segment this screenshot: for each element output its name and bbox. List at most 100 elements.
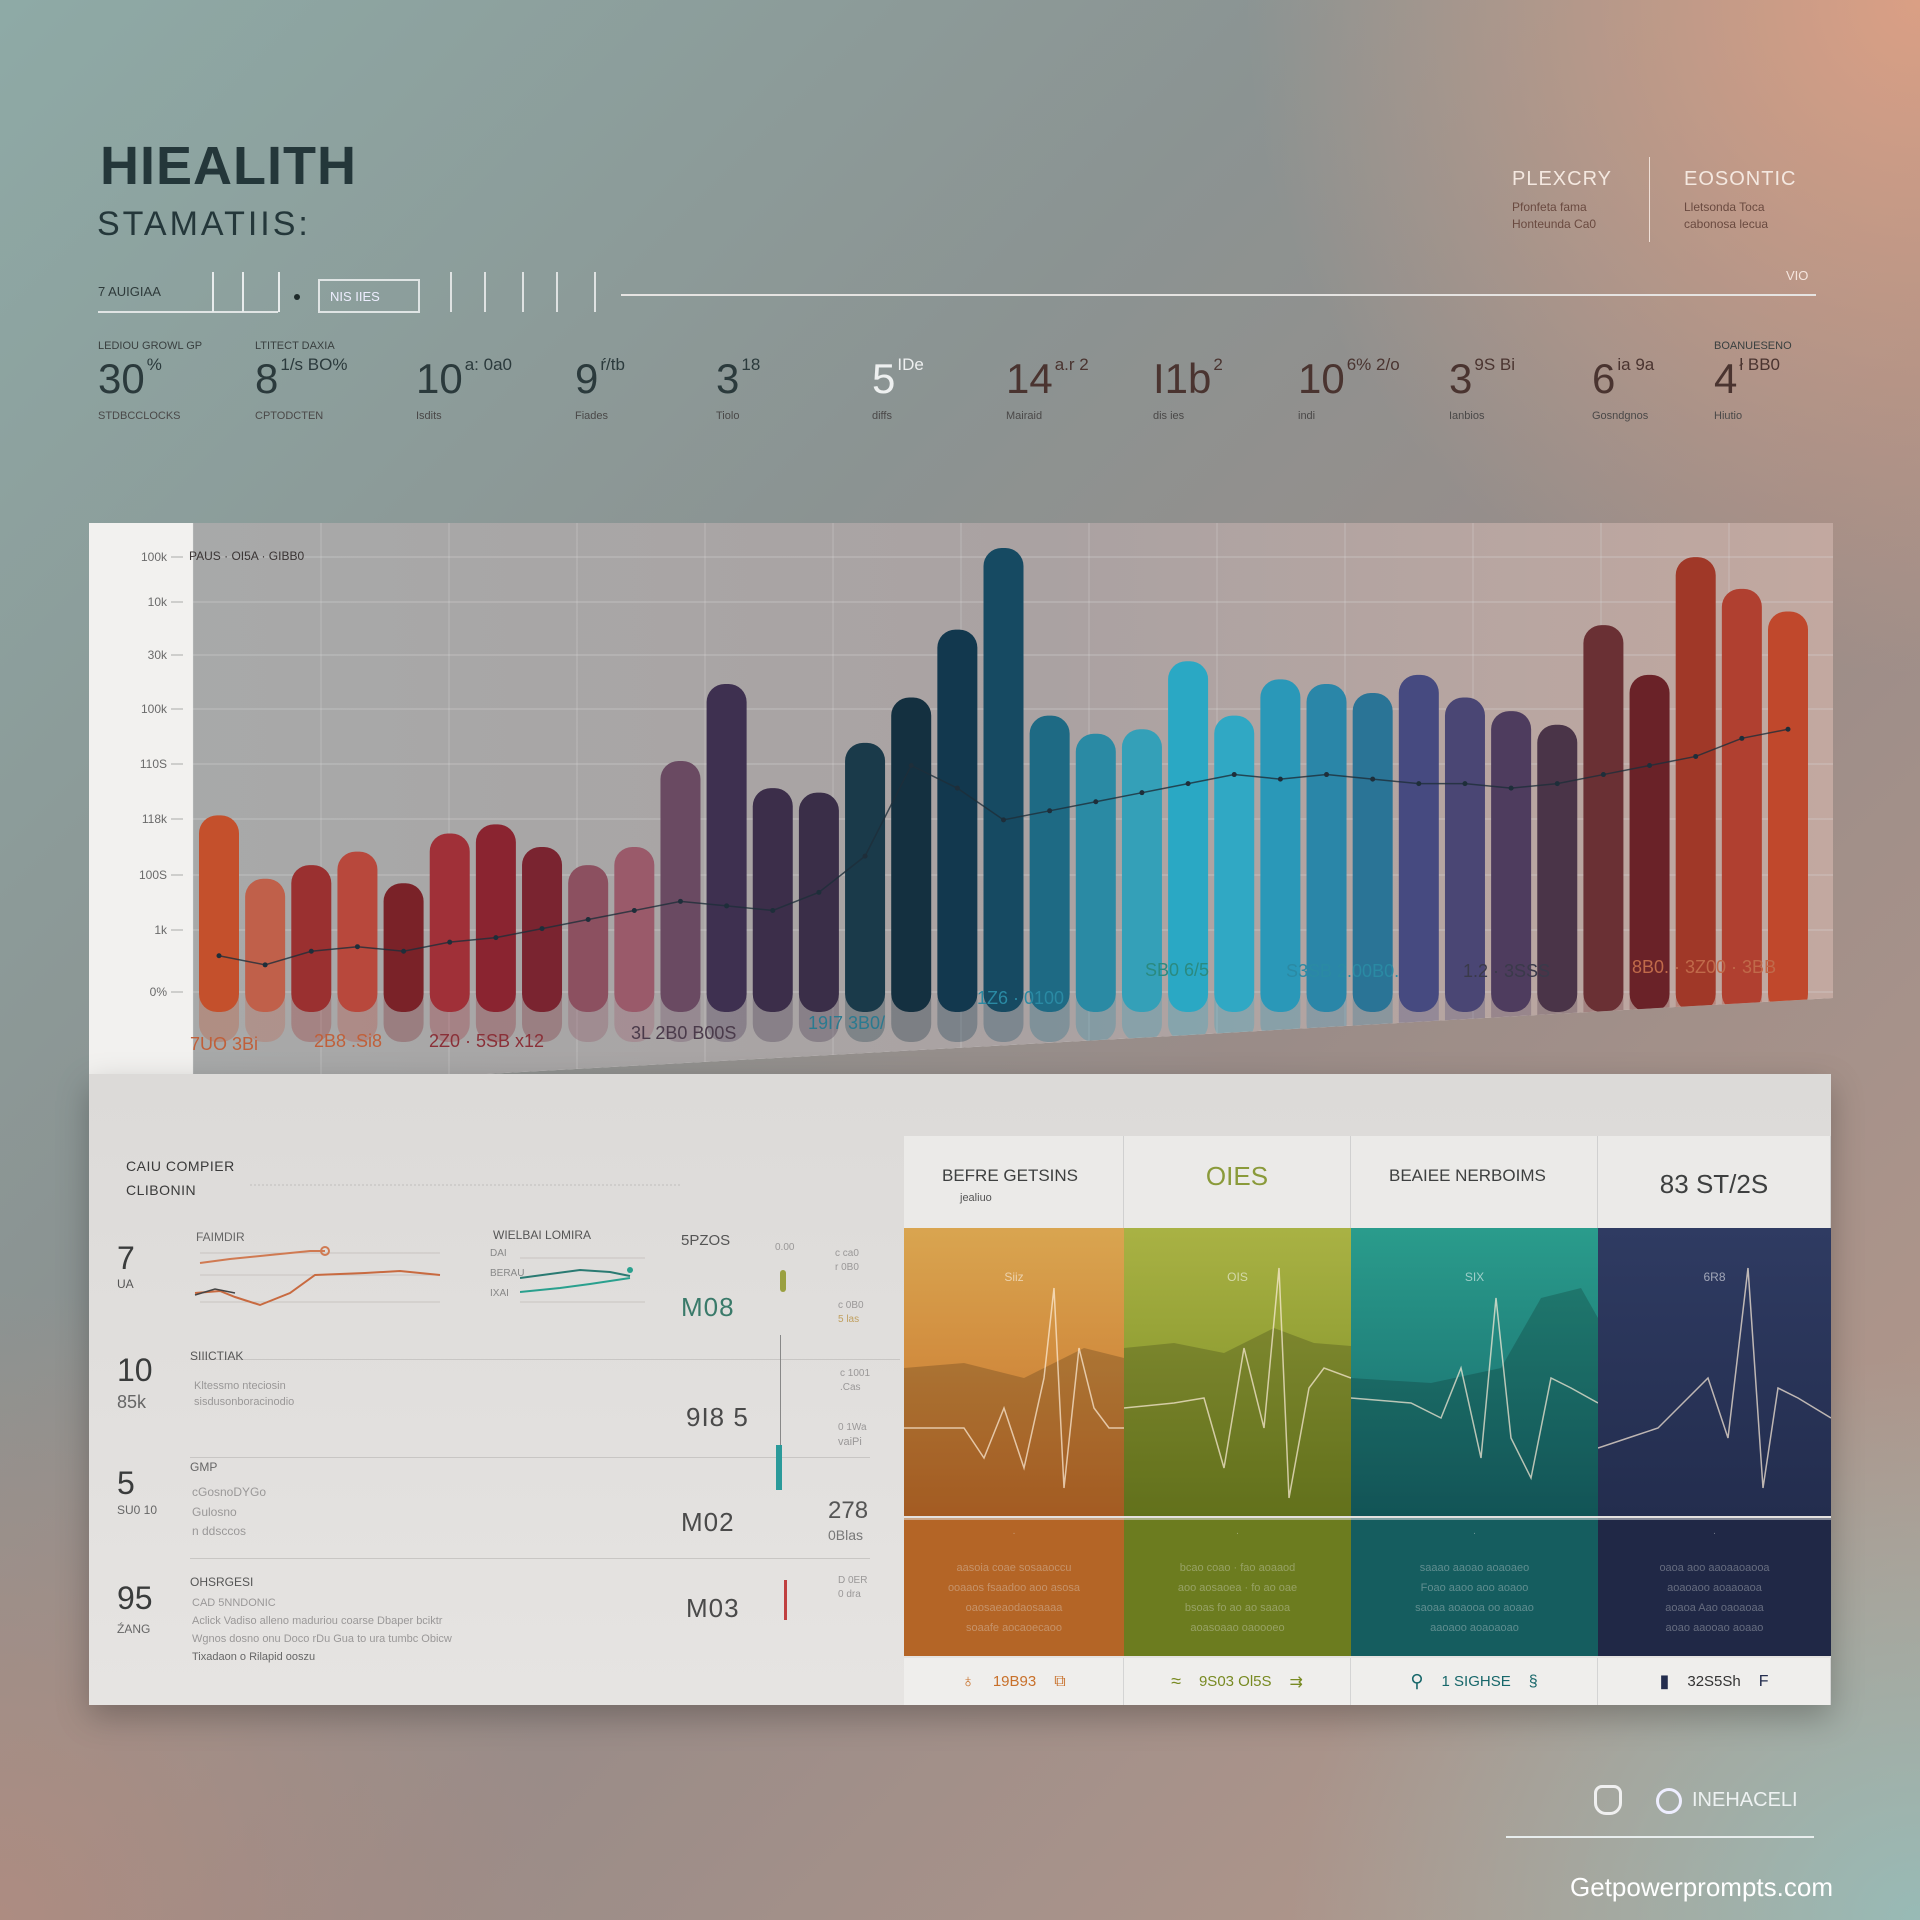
stat-item: 3 9S Bi Ianbios bbox=[1449, 340, 1515, 423]
stat-value: I1b bbox=[1153, 355, 1212, 402]
stat-item: LTITECT DAXIA 8 1/s BO% CPTODCTEN bbox=[255, 340, 347, 422]
header-info-1: PLEXCRY Pfonfeta fama Honteunda Ca0 bbox=[1512, 168, 1612, 233]
column-header: 83 ST/2S bbox=[1598, 1136, 1831, 1228]
column-inner-label: Siiz bbox=[1004, 1270, 1024, 1284]
column-header: BEAIEE NERBOIMS bbox=[1351, 1136, 1598, 1228]
header-divider bbox=[1649, 157, 1650, 242]
metric-column[interactable]: 83 ST/2S 6R8 · oaoa aoo aaoaaoaooa aoaoao… bbox=[1598, 1136, 1831, 1705]
side-marker[interactable] bbox=[776, 1445, 782, 1490]
stat-label bbox=[716, 340, 760, 356]
stat-suffix: 6% 2/o bbox=[1346, 355, 1400, 374]
trend-point bbox=[354, 944, 360, 950]
x-tick-label: 2Z0 · 5SB x12 bbox=[429, 1031, 544, 1051]
stat-sublabel: Gosndgnos bbox=[1592, 410, 1649, 422]
description-line: aoao aaooao aoaao bbox=[1665, 1622, 1764, 1634]
stat-sublabel: Tiolo bbox=[716, 410, 740, 422]
y-tick-label: 30k bbox=[148, 648, 168, 662]
filter-box[interactable]: NIS IIES bbox=[318, 279, 420, 313]
bar bbox=[1168, 661, 1209, 1012]
ecg-waveform bbox=[1598, 1267, 1831, 1489]
share-icon[interactable]: ⧉ bbox=[1054, 1672, 1066, 1690]
stat-value: 3 bbox=[1449, 355, 1473, 402]
stat-sublabel: Fiades bbox=[575, 410, 609, 422]
column-inner-label: 6R8 bbox=[1703, 1270, 1726, 1284]
description-line: bcao coao · fao aoaaod bbox=[1179, 1562, 1296, 1574]
stat-suffix: ŕ/tb bbox=[600, 355, 625, 374]
stat-suffix: a.r 2 bbox=[1054, 355, 1089, 374]
description-line: aoo aosaoea · fo ao oae bbox=[1177, 1582, 1298, 1594]
side-value: 0Blas bbox=[828, 1527, 864, 1543]
column-description: · oaoa aoo aaoaaoaooa aoaoaoo aoaaoaoa aoa… bbox=[1598, 1518, 1831, 1656]
stat-label bbox=[416, 340, 512, 356]
metric-icon: ⚲ bbox=[1410, 1671, 1424, 1691]
tick-mark bbox=[450, 272, 452, 312]
trend-point bbox=[1785, 726, 1791, 732]
column-title: 83 ST/2S bbox=[1659, 1169, 1769, 1199]
ecg-waveform bbox=[1124, 1267, 1351, 1516]
side-value: c 0B0 bbox=[838, 1300, 864, 1311]
share-icon[interactable]: § bbox=[1528, 1672, 1538, 1690]
stat-value: 6 bbox=[1592, 355, 1616, 402]
metric-column[interactable]: BEFRE GETSINS jealiuo Siiz · aasoia coae… bbox=[904, 1136, 1124, 1705]
bar bbox=[1491, 711, 1532, 1012]
y-axis bbox=[89, 523, 193, 1096]
row-text: n ddsccos bbox=[192, 1524, 247, 1538]
x-tick-label: 3L 2B0 B00S bbox=[631, 1023, 736, 1043]
header-info-line: Pfonfeta fama bbox=[1512, 200, 1587, 214]
trend-point bbox=[724, 903, 730, 909]
column-footer-value: 32S5Sh bbox=[1687, 1673, 1741, 1690]
column-title: BEAIEE NERBOIMS bbox=[1389, 1166, 1546, 1185]
stat-suffix: ł BB0 bbox=[1739, 355, 1780, 374]
stat-value: 8 bbox=[255, 355, 279, 402]
bar bbox=[1260, 679, 1301, 1012]
metric-column[interactable]: BEAIEE NERBOIMS SIX · saaao aaoao aoaoae… bbox=[1351, 1136, 1598, 1705]
trend-point bbox=[447, 939, 453, 945]
side-value: vaiPi bbox=[838, 1436, 862, 1448]
bar bbox=[1721, 588, 1762, 1012]
stat-item: 14 a.r 2 Mairaid bbox=[1006, 340, 1089, 423]
column-footer: ≈ 9S03 Ol5S ⇉ bbox=[1124, 1658, 1351, 1705]
timeline-slider[interactable] bbox=[621, 294, 1816, 296]
side-scale-line bbox=[780, 1335, 781, 1445]
column-header: BEFRE GETSINS jealiuo bbox=[904, 1136, 1124, 1228]
ecg-line bbox=[904, 1287, 1124, 1489]
bar bbox=[845, 742, 886, 1012]
bar bbox=[1075, 733, 1116, 1012]
trend-point bbox=[262, 962, 268, 968]
tab-main[interactable]: 7 AUIGIAA bbox=[98, 284, 278, 313]
stat-item: 6 ia 9a Gosndgnos bbox=[1592, 340, 1654, 423]
share-icon[interactable]: ⇉ bbox=[1289, 1673, 1303, 1691]
trend-point bbox=[816, 889, 822, 895]
stat-value: 5 bbox=[872, 355, 896, 402]
side-marker bbox=[780, 1270, 786, 1292]
bar-chart: PAUS · OI5A · GIBB0 100k 10k 30k 100k 110S 11… bbox=[139, 523, 1833, 1096]
description-line: aoasoaao oaoooeo bbox=[1190, 1622, 1285, 1634]
side-value: .Cas bbox=[840, 1382, 861, 1393]
header-info-line: Lletsonda Toca bbox=[1684, 200, 1765, 214]
metric-icon: ≈ bbox=[1171, 1671, 1181, 1691]
stat-value: 9 bbox=[575, 355, 599, 402]
column-title: BEFRE GETSINS bbox=[942, 1166, 1079, 1185]
circle-logo-icon bbox=[1656, 1788, 1682, 1814]
x-tick-label: S3SB 2.00B0. bbox=[1286, 961, 1399, 981]
trend-point bbox=[1370, 776, 1376, 782]
column-title: OIES bbox=[1205, 1161, 1269, 1191]
column-footer: ⚲ 1 SIGHSE § bbox=[1351, 1658, 1598, 1705]
bar bbox=[614, 847, 655, 1012]
metric-column[interactable]: OIES OIS · bcao coao · fao aoaaod aoo aos… bbox=[1124, 1136, 1351, 1705]
stat-sublabel: CPTODCTEN bbox=[255, 410, 324, 422]
terrain-shape bbox=[1351, 1288, 1598, 1516]
share-icon[interactable]: F bbox=[1758, 1672, 1769, 1690]
ecg-line bbox=[1598, 1267, 1831, 1489]
stat-value: 10 bbox=[1298, 355, 1345, 402]
trend-point bbox=[1139, 790, 1145, 796]
stat-sublabel: Ianbios bbox=[1449, 410, 1485, 422]
description-line: oaoa aoo aaoaaoaooa bbox=[1659, 1562, 1770, 1574]
stat-sublabel: dis ies bbox=[1153, 410, 1185, 422]
bar bbox=[937, 629, 978, 1012]
page-subtitle: STAMATIIS: bbox=[97, 205, 311, 243]
trend-point bbox=[1508, 785, 1514, 791]
stat-suffix: 2 bbox=[1213, 355, 1223, 374]
side-value: r 0B0 bbox=[835, 1262, 859, 1273]
chart2-label: WIELBAI LOMIRA bbox=[493, 1228, 592, 1242]
